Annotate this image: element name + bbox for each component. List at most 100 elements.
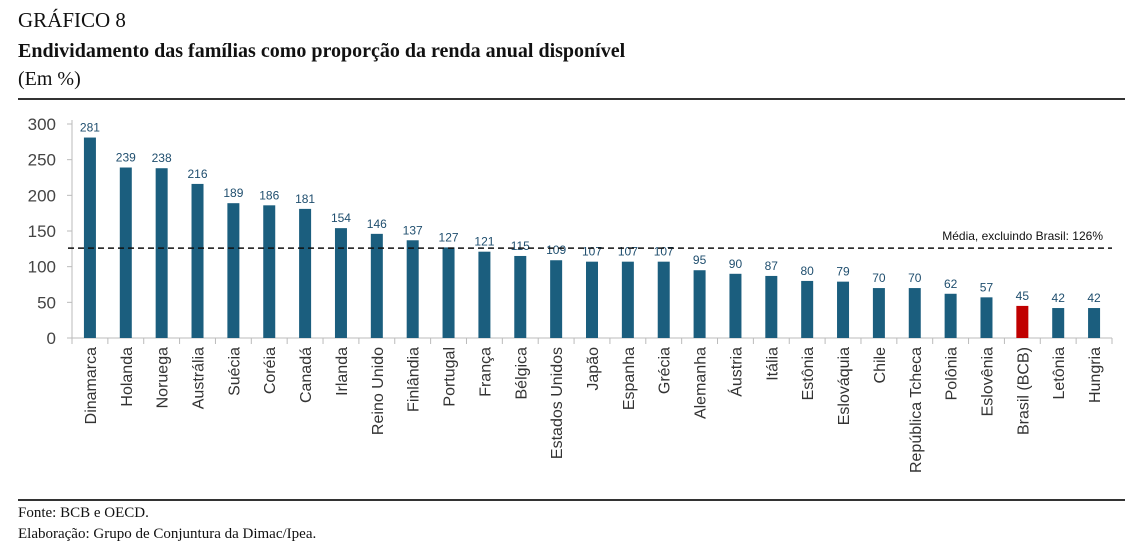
x-tick-label: Chile bbox=[872, 347, 889, 384]
bar-noruega bbox=[155, 168, 168, 338]
data-label: 107 bbox=[654, 245, 674, 259]
data-label: 121 bbox=[474, 235, 494, 249]
chart-unit: (Em %) bbox=[18, 68, 81, 90]
bar-reino-unido bbox=[370, 233, 383, 338]
data-label: 115 bbox=[511, 239, 530, 253]
data-label: 281 bbox=[80, 121, 100, 135]
bar-finl-ndia bbox=[406, 240, 419, 338]
bar-pol-nia bbox=[944, 293, 957, 338]
data-label: 181 bbox=[295, 192, 315, 206]
y-tick-label: 100 bbox=[28, 258, 56, 277]
y-tick-label: 0 bbox=[47, 329, 56, 348]
bar-dinamarca bbox=[83, 137, 96, 338]
data-label: 146 bbox=[367, 217, 387, 231]
x-tick-label: Hungria bbox=[1087, 347, 1104, 403]
x-tick-label: Portugal bbox=[442, 347, 459, 407]
x-tick-label: República Tcheca bbox=[908, 347, 925, 473]
chart-kicker: GRÁFICO 8 bbox=[18, 8, 126, 32]
data-label: 189 bbox=[223, 186, 243, 200]
bar-portugal bbox=[442, 247, 455, 338]
x-tick-label: Austrália bbox=[191, 347, 208, 409]
bar-cor-ia bbox=[263, 205, 276, 338]
bar-let-nia bbox=[1052, 308, 1065, 338]
bar-eslov-nia bbox=[980, 297, 993, 338]
x-tick-label: Áustria bbox=[726, 347, 745, 397]
bar-austr-lia bbox=[191, 183, 204, 338]
x-tick-label: Espanha bbox=[621, 347, 638, 410]
x-tick-label: Letônia bbox=[1051, 347, 1068, 400]
bar-su-cia bbox=[227, 203, 240, 338]
bar-irlanda bbox=[334, 228, 347, 338]
data-label: 80 bbox=[800, 264, 814, 278]
bar-jap-o bbox=[586, 261, 598, 338]
x-tick-label: Japão bbox=[585, 347, 602, 391]
bar-chile bbox=[872, 288, 885, 338]
x-tick-label: Holanda bbox=[119, 347, 136, 407]
bar-b-lgica bbox=[514, 255, 527, 338]
data-label: 107 bbox=[618, 245, 638, 259]
x-tick-label: Alemanha bbox=[693, 347, 710, 419]
data-label: 42 bbox=[1087, 291, 1101, 305]
bar-est-nia bbox=[801, 280, 814, 338]
data-label: 216 bbox=[188, 167, 208, 181]
x-tick-label: Estados Unidos bbox=[549, 347, 566, 459]
bar-alemanha bbox=[693, 270, 706, 338]
x-tick-label: Noruega bbox=[155, 347, 172, 408]
data-label: 45 bbox=[1016, 289, 1030, 303]
data-label: 109 bbox=[546, 243, 566, 257]
data-label: 107 bbox=[582, 245, 602, 259]
x-tick-label: Itália bbox=[764, 347, 781, 381]
mean-reference-label: Média, excluindo Brasil: 126% bbox=[942, 229, 1103, 243]
y-tick-label: 150 bbox=[28, 222, 56, 241]
data-label: 79 bbox=[836, 265, 850, 279]
x-tick-label: Grécia bbox=[657, 347, 674, 394]
source-note: Fonte: BCB e OECD. bbox=[18, 505, 149, 521]
bottom-divider bbox=[18, 499, 1125, 501]
x-tick-label: Dinamarca bbox=[83, 347, 100, 424]
bar-canad- bbox=[299, 208, 312, 338]
x-tick-label: Coréia bbox=[262, 347, 279, 394]
data-label: 57 bbox=[980, 280, 994, 294]
x-tick-label: Eslováquia bbox=[836, 347, 853, 425]
x-tick-label: Eslovênia bbox=[979, 347, 996, 416]
x-tick-label: França bbox=[477, 347, 494, 397]
data-label: 70 bbox=[908, 271, 922, 285]
x-tick-label: Finlândia bbox=[406, 347, 423, 412]
x-tick-label: Irlanda bbox=[334, 347, 351, 396]
chart-title: Endividamento das famílias como proporçã… bbox=[18, 40, 626, 62]
data-label: 238 bbox=[152, 151, 172, 165]
bar-fran-a bbox=[478, 251, 491, 338]
credit-note: Elaboração: Grupo de Conjuntura da Dimac… bbox=[18, 526, 317, 542]
bar-rep-blica-tcheca bbox=[908, 288, 921, 338]
y-tick-label: 300 bbox=[28, 115, 56, 134]
x-tick-label: Reino Unido bbox=[370, 347, 387, 435]
data-label: 90 bbox=[729, 257, 743, 271]
x-tick-label: Brasil (BCB) bbox=[1015, 347, 1032, 435]
x-tick-label: Suécia bbox=[226, 347, 243, 396]
y-tick-label: 50 bbox=[37, 293, 56, 312]
bar-gr-cia bbox=[657, 261, 670, 338]
data-label: 239 bbox=[116, 151, 136, 165]
bar-holanda bbox=[119, 167, 132, 338]
y-tick-label: 200 bbox=[28, 186, 56, 205]
bar-brasil-bcb- bbox=[1016, 305, 1029, 338]
x-tick-label: Polônia bbox=[944, 347, 961, 400]
bar-it-lia bbox=[765, 275, 778, 338]
bar--ustria bbox=[729, 273, 742, 338]
bar-eslov-quia bbox=[837, 281, 850, 338]
data-label: 95 bbox=[693, 253, 707, 267]
x-tick-label: Bélgica bbox=[513, 347, 530, 400]
bar-estados-unidos bbox=[550, 260, 563, 338]
x-tick-label: Estônia bbox=[800, 347, 817, 400]
data-label: 127 bbox=[439, 230, 459, 244]
data-label: 87 bbox=[765, 259, 779, 273]
data-label: 137 bbox=[403, 223, 423, 237]
y-tick-label: 250 bbox=[28, 151, 56, 170]
data-label: 62 bbox=[944, 277, 958, 291]
data-label: 154 bbox=[331, 211, 351, 225]
data-label: 42 bbox=[1052, 291, 1066, 305]
data-label: 186 bbox=[259, 188, 279, 202]
bar-hungria bbox=[1088, 308, 1101, 338]
bar-espanha bbox=[621, 261, 634, 338]
